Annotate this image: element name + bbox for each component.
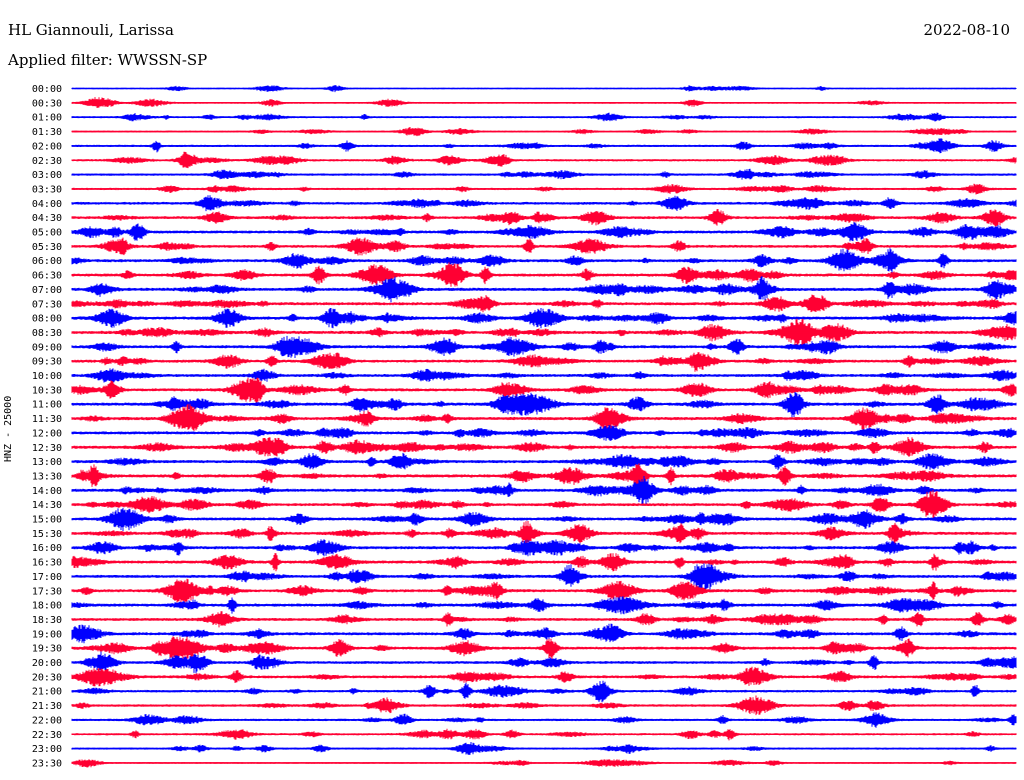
row-time-label: 01:00 — [32, 113, 62, 124]
row-time-label: 15:30 — [32, 529, 62, 540]
row-time-label: 17:30 — [32, 586, 62, 597]
row-time-label: 18:30 — [32, 615, 62, 626]
row-time-label: 11:30 — [32, 414, 62, 425]
row-time-label: 20:30 — [32, 672, 62, 683]
row-time-label: 16:30 — [32, 558, 62, 569]
row-time-label: 07:00 — [32, 285, 62, 296]
filter-label: Applied filter: WWSSN-SP — [8, 51, 208, 69]
row-time-label: 13:30 — [32, 471, 62, 482]
station-title: HL Giannouli, Larissa — [8, 21, 174, 39]
row-time-label: 16:00 — [32, 543, 62, 554]
row-time-label: 09:00 — [32, 342, 62, 353]
row-time-label: 06:00 — [32, 256, 62, 267]
row-time-label: 08:30 — [32, 328, 62, 339]
row-time-label: 02:00 — [32, 141, 62, 152]
row-time-label: 06:30 — [32, 271, 62, 282]
row-time-label: 22:00 — [32, 715, 62, 726]
row-time-label: 02:30 — [32, 156, 62, 167]
row-time-label: 20:00 — [32, 658, 62, 669]
row-time-label: 19:00 — [32, 629, 62, 640]
row-time-label: 04:00 — [32, 199, 62, 210]
row-time-label: 15:00 — [32, 515, 62, 526]
row-time-label: 10:30 — [32, 385, 62, 396]
row-time-label: 23:00 — [32, 744, 62, 755]
row-time-label: 09:30 — [32, 357, 62, 368]
row-time-label: 17:00 — [32, 572, 62, 583]
row-time-label: 18:00 — [32, 601, 62, 612]
row-time-label: 04:30 — [32, 213, 62, 224]
row-time-label: 05:00 — [32, 228, 62, 239]
row-time-label: 21:30 — [32, 701, 62, 712]
row-time-label: 01:30 — [32, 127, 62, 138]
row-time-label: 07:30 — [32, 299, 62, 310]
seismic-trace — [71, 352, 1017, 372]
row-time-label: 05:30 — [32, 242, 62, 253]
row-time-label: 23:30 — [32, 758, 62, 769]
row-time-label: 19:30 — [32, 644, 62, 655]
row-time-label: 10:00 — [32, 371, 62, 382]
row-time-label: 22:30 — [32, 730, 62, 741]
row-time-label: 03:00 — [32, 170, 62, 181]
row-time-label: 14:00 — [32, 486, 62, 497]
row-time-label: 11:00 — [32, 400, 62, 411]
row-time-label: 00:30 — [32, 98, 62, 109]
row-time-label: 00:00 — [32, 84, 62, 95]
row-time-label: 03:30 — [32, 184, 62, 195]
row-time-label: 21:00 — [32, 687, 62, 698]
row-time-label: 14:30 — [32, 500, 62, 511]
row-time-label: 08:00 — [32, 314, 62, 325]
record-date: 2022-08-10 — [923, 21, 1010, 39]
row-time-label: 12:30 — [32, 443, 62, 454]
row-time-label: 12:00 — [32, 428, 62, 439]
row-time-label: 13:00 — [32, 457, 62, 468]
